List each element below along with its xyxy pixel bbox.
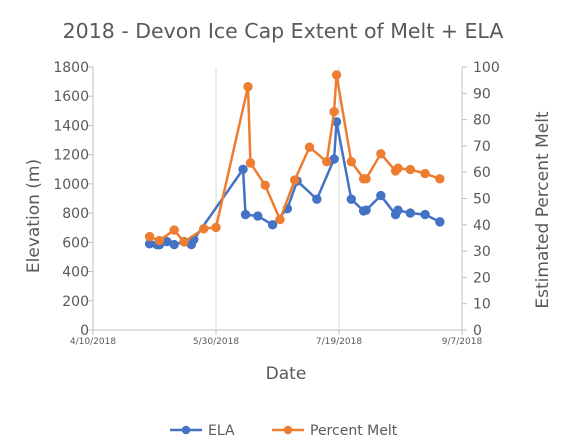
percent-melt-data-point	[322, 156, 332, 167]
ela-data-point	[240, 209, 251, 220]
percent-melt-data-point	[331, 70, 342, 80]
y-tick-label: 1800	[53, 60, 89, 76]
percent-melt-data-point	[260, 180, 270, 191]
y-tick-label: 1600	[53, 89, 89, 105]
ela-data-point	[405, 208, 416, 218]
y2-axis-title: Estimated Percent Melt	[533, 111, 553, 309]
y-tick-label: 0	[80, 323, 89, 339]
ela-data-point	[253, 211, 263, 221]
percent-melt-data-point	[275, 214, 285, 225]
ela-data-point	[312, 194, 322, 204]
percent-melt-data-point	[245, 158, 256, 168]
y-tick-label: 1400	[53, 118, 89, 134]
x-tick-label: 5/30/2018	[193, 337, 239, 347]
ela-data-point	[169, 239, 179, 250]
percent-melt-data-point	[435, 174, 445, 184]
percent-melt-data-point	[179, 237, 189, 247]
percent-melt-data-point	[376, 149, 386, 159]
y-tick-label: 600	[62, 235, 89, 251]
x-tick-label: 9/7/2018	[442, 337, 483, 347]
percent-melt-legend-label: Percent Melt	[310, 423, 398, 438]
percent-melt-data-point	[169, 225, 179, 235]
percent-melt-data-point	[346, 156, 357, 167]
y-tick-label: 800	[62, 206, 89, 222]
legend: ELA Percent Melt	[170, 423, 398, 439]
y2-tick-label: 10	[473, 297, 491, 313]
y2-tick-label: 30	[473, 244, 491, 260]
x-tick-label: 4/10/2018	[70, 337, 116, 347]
y2-tick-label: 100	[473, 60, 500, 76]
y2-tick-label: 80	[473, 113, 491, 129]
percent-melt-data-point	[243, 82, 253, 92]
ela-data-point	[238, 164, 248, 174]
ela-data-point	[435, 217, 445, 227]
percent-melt-data-point	[393, 163, 403, 173]
ela-legend-marker	[181, 425, 191, 435]
percent-melt-data-point	[329, 107, 339, 117]
percent-melt-data-point	[211, 222, 221, 233]
y-tick-label: 200	[62, 294, 89, 310]
y2-tick-label: 90	[473, 86, 491, 102]
y2-tick-label: 50	[473, 192, 491, 208]
y2-tick-label: 0	[473, 323, 482, 339]
y-tick-label: 1000	[53, 177, 89, 193]
percent-melt-legend-marker	[283, 425, 293, 435]
y2-tick-label: 70	[473, 139, 491, 155]
percent-melt-data-point	[144, 231, 155, 242]
ela-data-point	[346, 194, 357, 204]
percent-melt-data-point	[361, 174, 371, 184]
ela-data-point	[393, 205, 403, 215]
ela-data-point	[420, 209, 430, 220]
ela-data-point	[376, 190, 386, 201]
percent-melt-data-point	[304, 142, 315, 152]
percent-melt-data-point	[198, 224, 209, 234]
ela-data-point	[361, 205, 371, 215]
x-tick-label: 7/19/2018	[316, 337, 362, 347]
percent-melt-data-point	[405, 164, 416, 175]
y2-tick-label: 40	[473, 218, 491, 234]
y-tick-label: 400	[62, 265, 89, 281]
ela-data-point	[267, 220, 278, 230]
y2-tick-label: 60	[473, 165, 491, 181]
y2-tick-label: 20	[473, 270, 491, 286]
chart-title: 2018 - Devon Ice Cap Extent of Melt + EL…	[63, 19, 504, 43]
percent-melt-data-point	[290, 175, 300, 185]
percent-melt-data-point	[154, 235, 165, 246]
y-tick-label: 1200	[53, 148, 89, 164]
percent-melt-data-point	[420, 168, 430, 179]
ela-legend-label: ELA	[208, 423, 235, 438]
x-axis-title: Date	[266, 364, 307, 384]
y-axis-title: Elevation (m)	[24, 159, 44, 273]
